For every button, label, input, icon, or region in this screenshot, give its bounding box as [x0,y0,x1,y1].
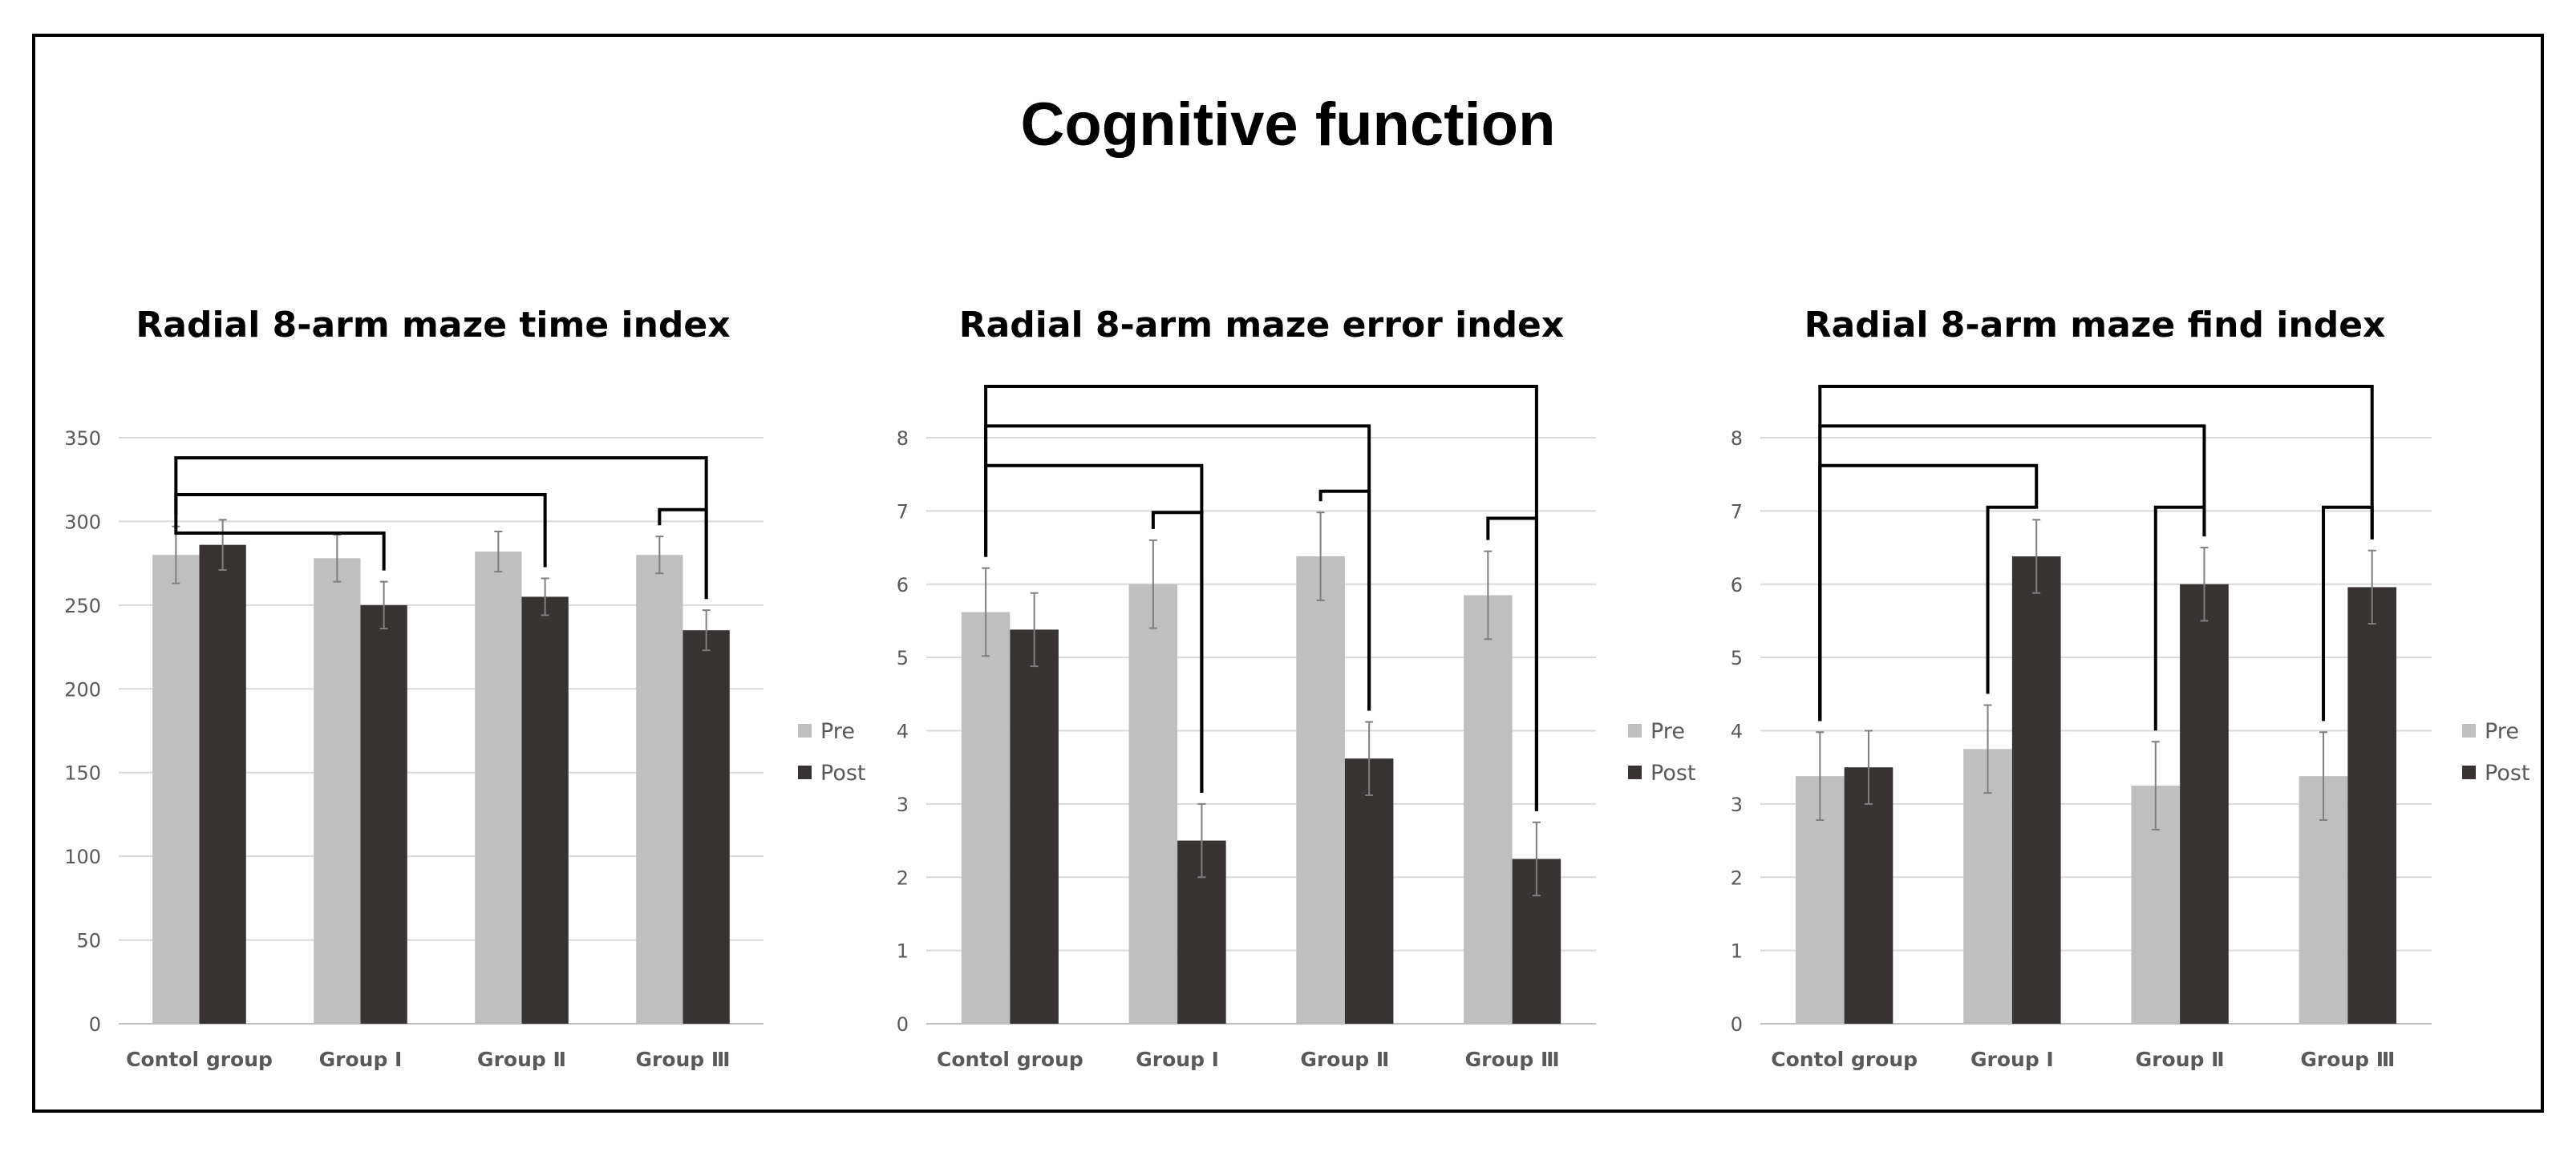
y-tick-label: 0 [89,1013,101,1036]
y-tick-label: 6 [897,574,909,596]
bar-post [360,604,407,1024]
y-tick-label: 1 [897,940,909,963]
significance-bracket [174,456,708,600]
legend-label-post: Post [820,761,866,786]
significance-bracket [658,507,708,600]
chart-title: Radial 8-arm maze find index [1804,305,2386,346]
y-tick-label: 3 [1731,794,1743,816]
legend-label-pre: Pre [1651,719,1685,744]
significance-bracket [174,493,547,568]
significance-bracket [2322,505,2374,721]
y-tick-label: 100 [64,846,101,868]
y-tick-label: 7 [897,500,909,523]
category-label: Contol group [1771,1048,1918,1071]
y-tick-label: 2 [897,867,909,889]
bar-post [1844,767,1894,1024]
bar-post [1344,758,1394,1024]
y-tick-label: 8 [897,427,909,450]
y-tick-label: 250 [64,595,101,617]
bar-pre [1296,556,1345,1024]
bar-pre [475,552,522,1024]
significance-bracket [984,385,1538,811]
y-tick-label: 0 [897,1013,909,1036]
y-tick-label: 8 [1731,427,1743,450]
category-label: Group Ⅰ [319,1048,403,1071]
legend-label-post: Post [1651,761,1696,786]
bar-pre [152,555,200,1024]
bar-post [2011,556,2061,1024]
y-tick-label: 4 [897,721,909,743]
y-tick-label: 150 [64,762,101,785]
category-label: Contol group [937,1048,1083,1071]
category-label: Group Ⅲ [1465,1048,1560,1071]
bar-pre [1963,749,2012,1024]
figure-title: Cognitive function [1020,91,1556,159]
significance-bracket [1318,489,1371,711]
y-tick-label: 4 [1731,721,1743,743]
y-tick-label: 200 [64,678,101,701]
category-label: Group Ⅲ [635,1048,730,1071]
legend-swatch-post [2462,766,2476,779]
category-label: Group Ⅰ [1970,1048,2054,1071]
chart-title: Radial 8-arm maze error index [959,305,1565,346]
y-tick-label: 50 [76,930,101,952]
y-tick-label: 300 [64,511,101,533]
y-tick-label: 7 [1731,500,1743,523]
y-tick-label: 5 [1731,647,1743,669]
legend-label-pre: Pre [2485,719,2519,744]
bar-post [682,630,730,1024]
y-tick-label: 5 [897,647,909,669]
category-label: Contol group [126,1048,273,1071]
legend-swatch-post [798,766,812,779]
legend-swatch-pre [2462,724,2476,738]
bar-pre [314,558,361,1024]
y-tick-label: 6 [1731,574,1743,596]
y-tick-label: 1 [1731,940,1743,963]
significance-bracket [1486,516,1538,811]
y-tick-label: 2 [1731,867,1743,889]
significance-bracket [1986,505,2039,694]
y-tick-label: 0 [1731,1013,1743,1036]
significance-bracket [1818,463,2039,721]
significance-bracket [174,515,386,571]
legend-swatch-pre [798,724,812,738]
bar-post [2180,584,2229,1024]
significance-bracket [1818,385,2374,721]
y-tick-label: 350 [64,427,101,450]
category-label: Group Ⅰ [1136,1048,1219,1071]
bar-pre [961,612,1011,1024]
bar-post [199,544,246,1024]
bar-pre [1128,584,1178,1024]
bar-post [521,596,569,1024]
bar-post [2347,587,2397,1024]
chart-title: Radial 8-arm maze time index [136,305,730,346]
legend-swatch-pre [1628,724,1642,738]
legend-label-pre: Pre [820,719,855,744]
bar-post [1010,629,1059,1024]
significance-bracket [2153,505,2206,731]
figure-frame [32,34,2544,1113]
significance-bracket [1151,511,1204,793]
legend-swatch-post [1628,766,1642,779]
bar-pre [1464,595,1513,1024]
category-label: Group Ⅱ [477,1048,566,1071]
bar-pre [636,555,683,1024]
category-label: Group Ⅲ [2300,1048,2395,1071]
category-label: Group Ⅱ [2136,1048,2225,1071]
legend-label-post: Post [2485,761,2530,786]
category-label: Group Ⅱ [1300,1048,1389,1071]
y-tick-label: 3 [897,794,909,816]
